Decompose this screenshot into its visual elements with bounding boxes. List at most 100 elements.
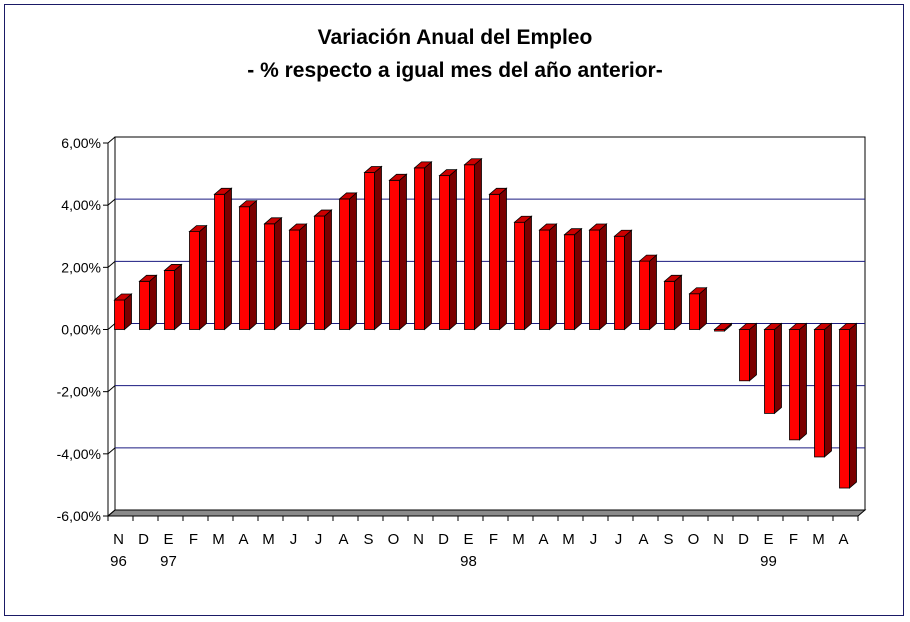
bar-top — [113, 293, 133, 301]
bar-front — [289, 229, 300, 330]
bar-top — [288, 223, 308, 231]
x-tick-label: J — [290, 531, 298, 548]
bar-front — [764, 329, 775, 414]
bar — [738, 322, 758, 382]
bar-front — [364, 172, 375, 330]
bar-top — [188, 225, 208, 232]
y-tick-label: 2,00% — [61, 259, 101, 275]
bar — [413, 160, 433, 331]
bar-top — [238, 200, 258, 208]
x-tick-label: M — [562, 531, 575, 548]
bar-side — [524, 215, 532, 331]
bar — [463, 157, 483, 331]
chart-subtitle: - % respecto a igual mes del año anterio… — [247, 59, 663, 82]
bar-top — [738, 323, 758, 330]
side-wall-line — [107, 447, 116, 455]
bar-front — [514, 221, 525, 330]
side-wall-line — [107, 323, 116, 330]
bar — [138, 274, 158, 331]
y-tick-label: -4,00% — [57, 446, 101, 462]
bar-side — [449, 168, 457, 331]
bar — [613, 229, 633, 331]
bar-front — [589, 229, 600, 330]
bar — [663, 274, 683, 331]
x-tick-label: D — [738, 531, 749, 548]
bar-front — [839, 329, 850, 489]
side-wall-line — [107, 385, 116, 393]
x-tick-label: F — [489, 531, 498, 548]
bar-side — [374, 165, 382, 331]
x-tick-label: S — [663, 531, 673, 548]
x-tick-label: J — [615, 531, 623, 548]
x-tick-label: F — [789, 531, 798, 548]
bar-top — [788, 323, 808, 330]
bars-layer — [113, 157, 858, 489]
bar — [313, 209, 333, 331]
bar-top — [613, 229, 633, 237]
bar-side — [574, 227, 582, 331]
bar-front — [614, 235, 625, 330]
bar — [688, 286, 708, 331]
y-tick-label: 4,00% — [61, 197, 101, 213]
bar-front — [639, 260, 650, 330]
bar — [638, 254, 658, 331]
bar — [188, 224, 208, 331]
x-year-label: 97 — [160, 553, 177, 570]
bar-side — [549, 223, 557, 331]
bar — [588, 223, 608, 331]
x-tick-label: D — [438, 531, 449, 548]
x-tick-label: E — [763, 531, 773, 548]
bar-side — [274, 216, 282, 331]
x-year-label: 98 — [460, 553, 477, 570]
x-tick-label: M — [812, 531, 825, 548]
axis-layer: 6,00% 4,00% 2,00% 0,00% -2,00% -4,00% -6,00% N 9… — [57, 135, 859, 570]
x-tick-label: E — [463, 531, 473, 548]
bar-top — [538, 223, 558, 231]
bar-side — [474, 157, 482, 331]
x-tick-label: E — [163, 531, 173, 548]
bar-front — [664, 280, 675, 330]
x-tick-label: M — [212, 531, 225, 548]
bar-front — [439, 175, 450, 330]
bar-side — [199, 224, 207, 331]
bar-side — [249, 199, 257, 331]
bar — [763, 322, 783, 415]
side-wall-line — [107, 260, 116, 268]
bar-side — [774, 322, 782, 415]
x-tick-label: N — [113, 531, 124, 548]
bar — [363, 165, 383, 331]
bar — [338, 192, 358, 331]
bar-front — [789, 329, 800, 441]
bar-top — [263, 217, 283, 225]
bar-side — [849, 322, 857, 489]
bar-top — [713, 323, 733, 330]
bar-side — [649, 254, 657, 331]
bar-front — [414, 167, 425, 330]
bar-top — [688, 287, 708, 295]
x-tick-label: O — [688, 531, 700, 548]
bar-top — [438, 169, 458, 177]
bar-side — [824, 322, 832, 458]
bar-side — [324, 209, 332, 331]
bar — [713, 322, 733, 332]
bar — [513, 215, 533, 331]
bar-side — [174, 263, 182, 331]
bar — [388, 173, 408, 331]
x-tick-label: M — [512, 531, 525, 548]
bar — [163, 263, 183, 331]
bar-top — [163, 264, 183, 271]
bar — [488, 187, 508, 331]
plot-floor — [106, 509, 867, 517]
x-tick-label: A — [638, 531, 648, 548]
bar-front — [539, 229, 550, 330]
x-tick-label: A — [838, 531, 848, 548]
bar-top — [663, 274, 683, 282]
x-year-label: 99 — [760, 553, 777, 570]
bar-side — [674, 274, 682, 331]
bar — [213, 187, 233, 331]
bar-front — [564, 234, 575, 330]
bar-side — [349, 192, 357, 331]
bar-top — [488, 187, 508, 195]
bar-front — [814, 329, 825, 458]
y-tick-label: -6,00% — [57, 508, 101, 524]
